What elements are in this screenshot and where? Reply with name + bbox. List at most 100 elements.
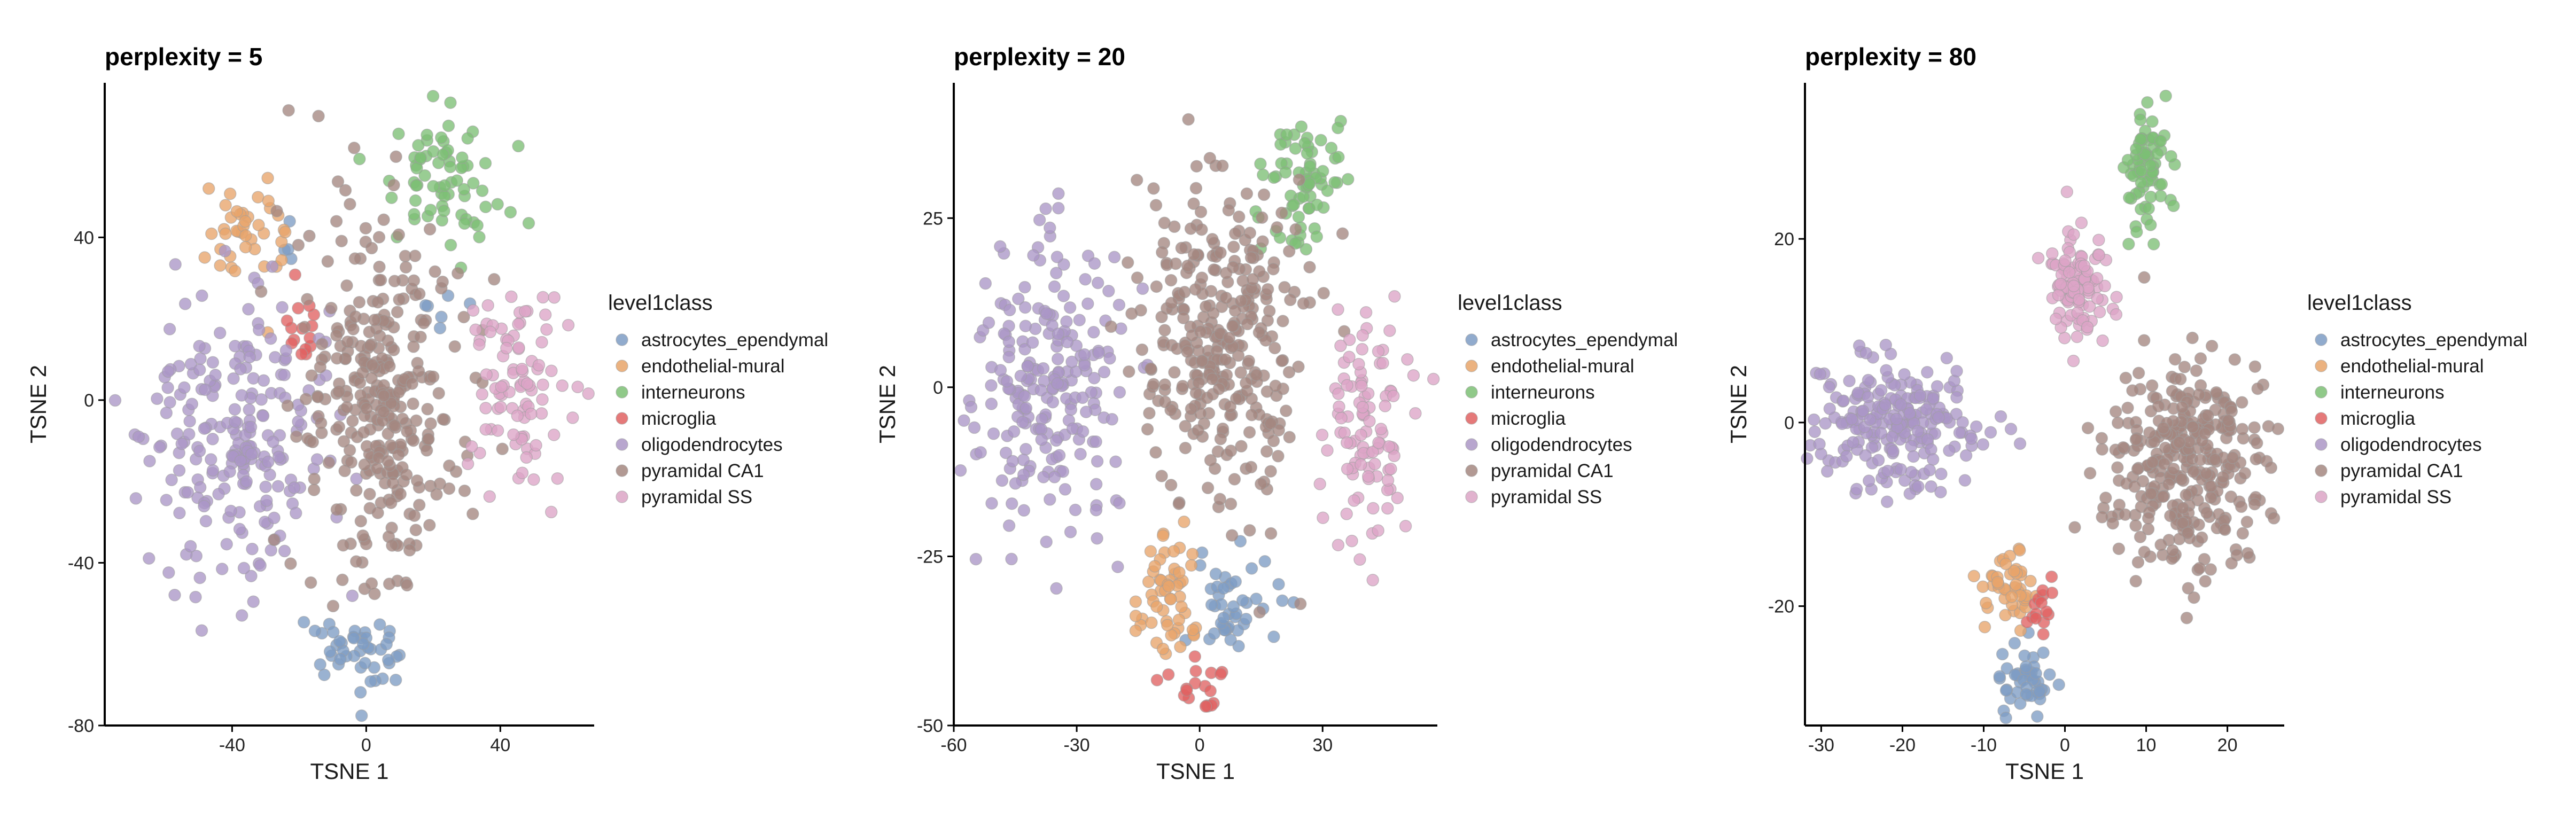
point-oligodendrocytes	[189, 590, 202, 604]
point-oligodendrocytes	[206, 356, 220, 369]
point-pyramidal-ca1	[2236, 396, 2248, 409]
point-oligodendrocytes	[193, 481, 207, 494]
point-pyramidal-ss	[1374, 423, 1388, 435]
point-oligodendrocytes	[1801, 452, 1814, 465]
point-interneurons	[2159, 89, 2172, 103]
point-interneurons	[2167, 199, 2180, 213]
point-interneurons	[409, 194, 422, 207]
point-pyramidal-ca1	[270, 205, 283, 217]
point-pyramidal-ca1	[2128, 480, 2141, 493]
point-oligodendrocytes	[268, 511, 281, 525]
point-pyramidal-ss	[480, 368, 493, 381]
point-interneurons	[444, 238, 457, 252]
point-oligodendrocytes	[257, 374, 270, 387]
legend-label: microglia	[2340, 408, 2416, 429]
legend-title: level1class	[2307, 291, 2412, 315]
point-pyramidal-ss	[2081, 321, 2094, 334]
point-pyramidal-ca1	[2112, 542, 2126, 555]
x-tick-label: 10	[2136, 735, 2157, 755]
point-oligodendrocytes	[969, 552, 983, 566]
point-oligodendrocytes	[269, 350, 282, 364]
legend-key	[1465, 360, 1478, 372]
point-pyramidal-ca1	[365, 358, 379, 371]
point-pyramidal-ca1	[2068, 521, 2081, 534]
point-pyramidal-ca1	[1232, 349, 1245, 362]
point-oligodendrocytes	[1000, 375, 1014, 388]
point-endothelial-mural	[1976, 580, 1989, 593]
point-oligodendrocytes	[292, 415, 305, 428]
point-pyramidal-ca1	[2225, 557, 2238, 570]
point-interneurons	[479, 200, 492, 214]
point-pyramidal-ca1	[392, 386, 405, 399]
legend-key	[2315, 464, 2328, 477]
point-oligodendrocytes	[1006, 455, 1019, 467]
point-pyramidal-ca1	[1284, 293, 1297, 307]
point-pyramidal-ca1	[1293, 173, 1306, 186]
point-pyramidal-ca1	[1223, 332, 1236, 345]
point-interneurons	[410, 179, 423, 192]
point-pyramidal-ca1	[1255, 478, 1267, 490]
point-pyramidal-ca1	[2119, 371, 2133, 385]
point-pyramidal-ca1	[2216, 471, 2230, 483]
legend-item-interneurons: interneurons	[616, 382, 745, 403]
point-oligodendrocytes	[262, 455, 275, 469]
point-endothelial-mural	[1144, 545, 1157, 558]
point-oligodendrocytes	[168, 589, 181, 602]
point-oligodendrocytes	[1060, 315, 1073, 328]
point-pyramidal-ca1	[301, 293, 314, 306]
point-interneurons	[438, 179, 451, 192]
point-pyramidal-ca1	[2199, 575, 2212, 588]
point-pyramidal-ca1	[1123, 365, 1135, 378]
points-layer	[954, 113, 1440, 713]
point-microglia	[295, 347, 308, 361]
legend-key	[616, 490, 628, 503]
y-axis-label: TSNE 2	[875, 365, 900, 443]
point-astrocytes-ependymal	[334, 653, 347, 666]
point-pyramidal-ss	[1366, 446, 1379, 458]
points-layer	[1801, 89, 2284, 724]
point-microglia	[2029, 612, 2042, 625]
point-oligodendrocytes	[220, 537, 233, 551]
legend-key	[2315, 360, 2328, 372]
point-oligodendrocytes	[1925, 480, 1937, 493]
point-pyramidal-ca1	[2248, 360, 2262, 373]
y-tick-label: -50	[917, 716, 943, 736]
point-pyramidal-ca1	[420, 444, 433, 457]
point-astrocytes-ependymal	[1240, 612, 1252, 626]
point-oligodendrocytes	[1040, 535, 1053, 549]
point-pyramidal-ca1	[345, 456, 358, 469]
point-interneurons	[426, 90, 440, 103]
point-oligodendrocytes	[234, 454, 247, 467]
point-endothelial-mural	[1162, 580, 1175, 593]
point-pyramidal-ss	[1356, 401, 1369, 414]
point-oligodendrocytes	[181, 486, 194, 499]
point-pyramidal-ca1	[1219, 291, 1233, 305]
point-oligodendrocytes	[1113, 496, 1126, 510]
point-pyramidal-ss	[1340, 436, 1353, 449]
point-interneurons	[476, 184, 489, 197]
point-pyramidal-ca1	[1264, 417, 1277, 430]
point-pyramidal-ca1	[399, 261, 413, 274]
point-pyramidal-ca1	[1224, 400, 1237, 413]
point-pyramidal-ca1	[384, 439, 398, 452]
point-pyramidal-ca1	[2248, 421, 2261, 434]
point-oligodendrocytes	[1931, 380, 1944, 393]
point-oligodendrocytes	[183, 415, 196, 428]
point-interneurons	[2130, 143, 2143, 155]
point-pyramidal-ss	[2067, 228, 2080, 241]
point-pyramidal-ca1	[2129, 433, 2143, 446]
point-oligodendrocytes	[1046, 395, 1060, 409]
point-oligodendrocytes	[267, 435, 279, 448]
point-pyramidal-ss	[1317, 511, 1329, 524]
point-microglia	[1204, 684, 1217, 698]
point-oligodendrocytes	[195, 624, 208, 637]
point-pyramidal-ca1	[1219, 353, 1232, 366]
point-oligodendrocytes	[254, 559, 267, 572]
point-pyramidal-ca1	[290, 430, 303, 443]
point-pyramidal-ca1	[332, 420, 346, 433]
point-pyramidal-ss	[1383, 324, 1396, 337]
point-oligodendrocytes	[1905, 440, 1918, 453]
legend-label: oligodendrocytes	[641, 434, 783, 455]
point-pyramidal-ss	[516, 362, 528, 376]
point-pyramidal-ss	[1361, 470, 1375, 483]
